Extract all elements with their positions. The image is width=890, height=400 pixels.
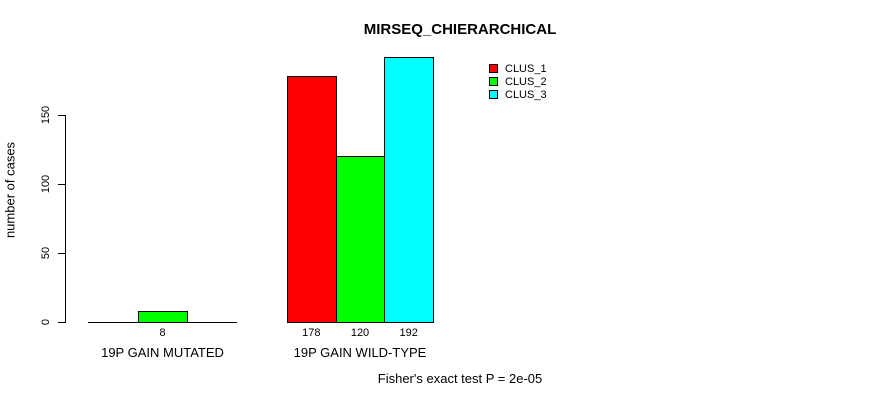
legend-swatch-icon <box>489 77 498 86</box>
bar-clus_1-group-2 <box>287 76 337 323</box>
legend-label: CLUS_2 <box>505 75 547 88</box>
y-axis-line <box>65 115 66 323</box>
bar-value-label: 192 <box>399 327 418 339</box>
y-axis-tick <box>58 253 65 254</box>
y-axis-tick-label: 150 <box>40 105 52 125</box>
legend-item: CLUS_1 <box>489 62 547 75</box>
bar-value-label: 120 <box>350 327 370 339</box>
legend-item: CLUS_2 <box>489 75 547 88</box>
y-axis-tick-label: 0 <box>40 318 52 326</box>
category-label: 19P GAIN WILD-TYPE <box>293 345 427 360</box>
legend: CLUS_1 CLUS_2 CLUS_3 <box>489 62 547 101</box>
y-axis-tick-label: 100 <box>40 174 52 194</box>
legend-item: CLUS_3 <box>489 88 547 101</box>
legend-label: CLUS_3 <box>505 88 547 101</box>
y-axis-tick <box>58 322 65 323</box>
category-label: 19P GAIN MUTATED <box>101 345 224 360</box>
y-axis-tick <box>58 115 65 116</box>
annotation-text: Fisher's exact test P = 2e-05 <box>377 371 543 386</box>
bar-clus_2-group-1 <box>137 310 189 323</box>
legend-swatch-icon <box>489 90 498 99</box>
chart-title: MIRSEQ_CHIERARCHICAL <box>363 21 557 38</box>
bar-clus_2-group-2 <box>335 156 386 323</box>
bar-value-label: 178 <box>302 327 321 339</box>
y-axis-label: number of cases <box>2 141 18 239</box>
y-axis-tick-label: 50 <box>40 246 52 260</box>
bar-clus_3-group-2 <box>384 57 434 323</box>
y-axis-tick <box>58 184 65 185</box>
legend-swatch-icon <box>489 64 498 73</box>
legend-label: CLUS_1 <box>505 62 547 75</box>
bar-value-label: 8 <box>159 327 166 339</box>
